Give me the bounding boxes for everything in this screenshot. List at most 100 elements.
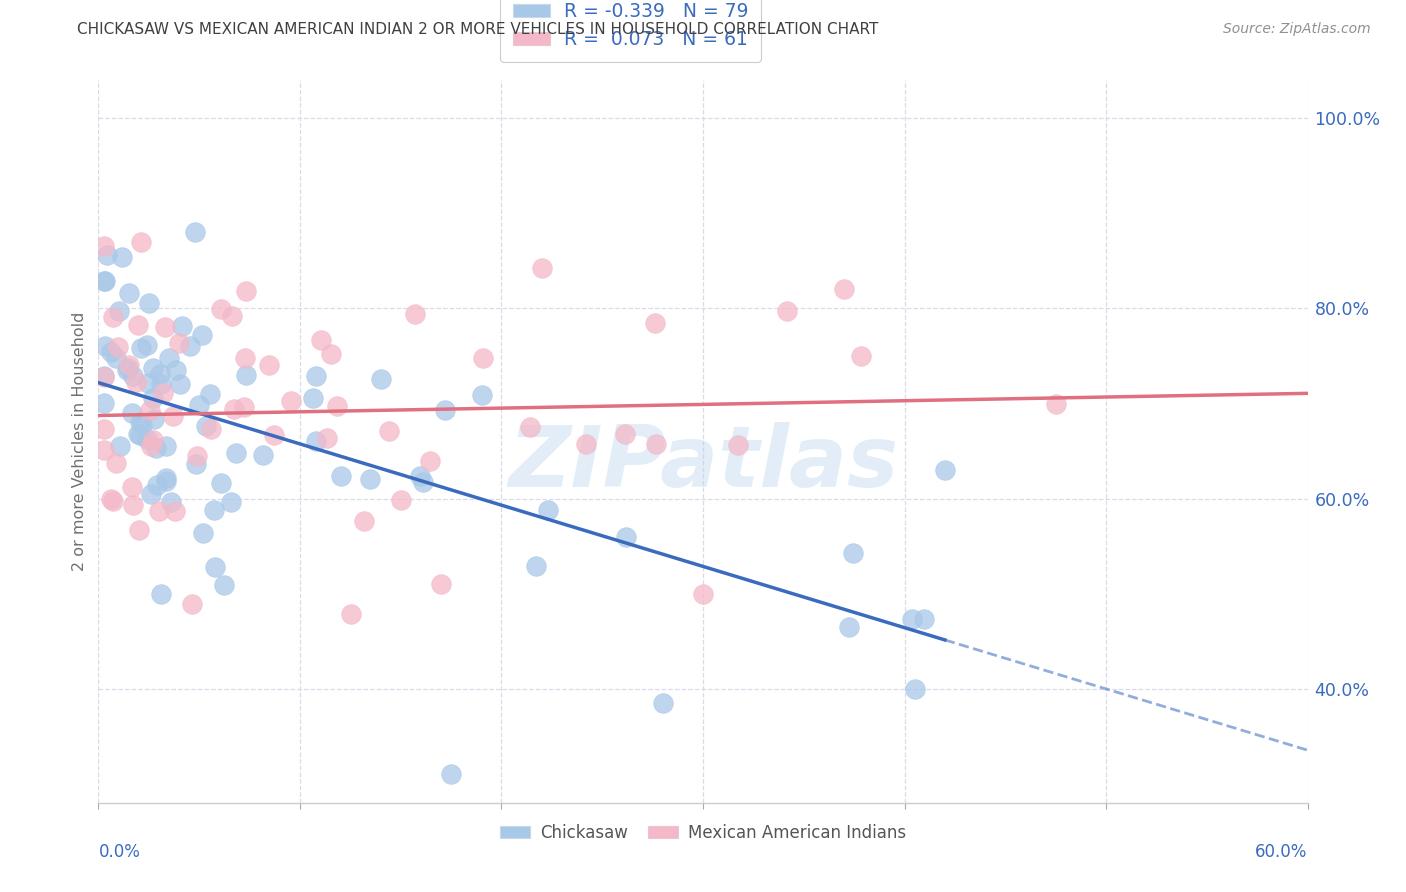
- Point: [136, 432, 159, 446]
- Point: [155, 320, 177, 334]
- Point: [519, 420, 541, 434]
- Point: [179, 339, 201, 353]
- Y-axis label: 2 or more Vehicles in Household: 2 or more Vehicles in Household: [72, 312, 87, 571]
- Point: [169, 335, 191, 350]
- Point: [214, 578, 236, 592]
- Point: [149, 368, 172, 382]
- Point: [537, 502, 560, 516]
- Point: [121, 369, 143, 384]
- Point: [142, 391, 165, 405]
- Point: [263, 427, 285, 442]
- Point: [472, 351, 495, 365]
- Point: [202, 502, 225, 516]
- Point: [353, 514, 375, 528]
- Point: [904, 681, 927, 696]
- Point: [155, 471, 177, 485]
- Point: [389, 493, 412, 508]
- Point: [330, 469, 353, 483]
- Point: [115, 362, 138, 376]
- Point: [252, 448, 274, 462]
- Point: [187, 398, 209, 412]
- Point: [257, 358, 280, 372]
- Point: [105, 456, 128, 470]
- Point: [139, 403, 162, 417]
- Point: [651, 696, 673, 710]
- Point: [93, 238, 115, 252]
- Point: [159, 495, 181, 509]
- Point: [912, 612, 935, 626]
- Point: [152, 385, 174, 400]
- Point: [155, 475, 177, 489]
- Point: [135, 338, 157, 352]
- Point: [1045, 396, 1067, 410]
- Point: [129, 341, 152, 355]
- Legend: Chickasaw, Mexican American Indians: Chickasaw, Mexican American Indians: [494, 817, 912, 848]
- Point: [302, 391, 325, 405]
- Point: [143, 412, 166, 426]
- Point: [162, 409, 184, 423]
- Point: [440, 767, 463, 781]
- Point: [181, 597, 204, 611]
- Point: [93, 338, 115, 352]
- Point: [101, 493, 124, 508]
- Point: [121, 480, 143, 494]
- Point: [94, 274, 117, 288]
- Point: [224, 402, 246, 417]
- Point: [934, 463, 956, 477]
- Point: [129, 235, 152, 249]
- Point: [150, 587, 173, 601]
- Point: [165, 363, 187, 377]
- Point: [128, 524, 150, 538]
- Point: [184, 226, 207, 240]
- Point: [209, 301, 232, 316]
- Point: [105, 351, 128, 365]
- Point: [225, 446, 247, 460]
- Point: [93, 396, 115, 410]
- Point: [408, 468, 430, 483]
- Point: [200, 387, 222, 401]
- Point: [148, 503, 170, 517]
- Point: [692, 587, 714, 601]
- Point: [125, 376, 148, 390]
- Point: [93, 274, 115, 288]
- Point: [235, 284, 257, 298]
- Point: [121, 405, 143, 419]
- Point: [900, 612, 922, 626]
- Point: [117, 360, 139, 375]
- Point: [142, 433, 165, 447]
- Point: [127, 318, 149, 333]
- Point: [219, 495, 242, 509]
- Point: [145, 442, 167, 456]
- Point: [315, 431, 337, 445]
- Point: [776, 303, 799, 318]
- Point: [139, 487, 162, 501]
- Point: [305, 434, 328, 448]
- Point: [127, 427, 149, 442]
- Point: [146, 478, 169, 492]
- Point: [129, 428, 152, 442]
- Point: [433, 402, 456, 417]
- Point: [190, 328, 212, 343]
- Point: [195, 418, 218, 433]
- Point: [530, 260, 553, 275]
- Point: [575, 436, 598, 450]
- Point: [142, 360, 165, 375]
- Point: [280, 393, 302, 408]
- Point: [614, 531, 637, 545]
- Point: [200, 422, 222, 436]
- Point: [326, 399, 349, 413]
- Point: [305, 368, 328, 383]
- Point: [131, 417, 153, 432]
- Point: [359, 472, 381, 486]
- Point: [128, 415, 150, 429]
- Point: [96, 248, 118, 262]
- Point: [235, 368, 257, 383]
- Point: [526, 559, 548, 574]
- Point: [93, 442, 115, 457]
- Text: ZIPatlas: ZIPatlas: [508, 422, 898, 505]
- Point: [418, 454, 440, 468]
- Point: [849, 349, 872, 363]
- Point: [155, 439, 177, 453]
- Text: Source: ZipAtlas.com: Source: ZipAtlas.com: [1223, 22, 1371, 37]
- Point: [108, 304, 131, 318]
